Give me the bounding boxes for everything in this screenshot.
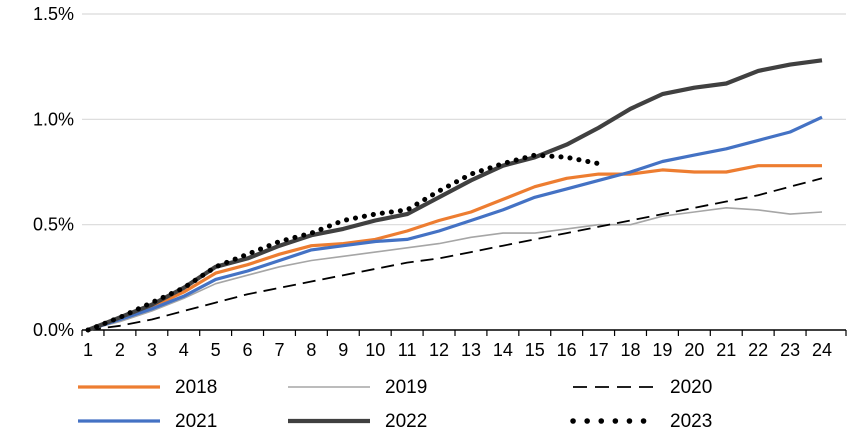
x-tick-label: 1 — [83, 340, 93, 360]
x-tick-label: 20 — [684, 340, 704, 360]
legend-item-2020: 2020 — [570, 372, 852, 402]
legend-item-2019: 2019 — [285, 372, 570, 402]
legend-swatch-2021 — [78, 419, 160, 423]
x-tick-label: 14 — [493, 340, 513, 360]
y-tick-label: 1.0% — [33, 109, 74, 129]
x-tick-label: 24 — [812, 340, 832, 360]
x-tick-label: 8 — [306, 340, 316, 360]
gridlines — [82, 13, 846, 226]
legend-swatch-2020 — [573, 386, 655, 388]
legend-swatch-2023 — [570, 418, 658, 424]
x-tick-label: 4 — [179, 340, 189, 360]
x-tick-label: 22 — [748, 340, 768, 360]
series-line-2020 — [87, 177, 823, 331]
x-tick-label: 6 — [243, 340, 253, 360]
legend-item-2022: 2022 — [285, 406, 570, 436]
x-tick-label: 23 — [780, 340, 800, 360]
series-line-2018 — [87, 164, 822, 332]
legend-item-2023: 2023 — [570, 406, 852, 436]
x-axis-labels: 1 2 3 4 5 6 7 8 9 10 11 12 13 14 15 16 17 18 19 20 21 22 23 24 — [83, 340, 832, 360]
x-tick-label: 18 — [621, 340, 641, 360]
x-tick-label: 3 — [147, 340, 157, 360]
legend-item-2021: 2021 — [0, 406, 285, 436]
legend-swatch-2018 — [78, 385, 160, 389]
series-line-2021 — [87, 115, 823, 332]
x-tick-label: 15 — [525, 340, 545, 360]
legend-label-2019: 2019 — [385, 376, 428, 398]
legend-label-2022: 2022 — [385, 410, 428, 432]
x-axis-ticks — [81, 330, 847, 336]
legend-label-2023: 2023 — [670, 410, 713, 432]
x-tick-label: 9 — [338, 340, 348, 360]
legend-label-2018: 2018 — [175, 376, 218, 398]
y-tick-label: 0.5% — [33, 215, 74, 235]
x-tick-label: 11 — [398, 340, 417, 360]
x-tick-label: 16 — [557, 340, 577, 360]
legend-label-2020: 2020 — [670, 376, 713, 398]
x-tick-label: 10 — [365, 340, 385, 360]
y-tick-label: 1.5% — [33, 4, 74, 24]
legend-swatch-2019 — [288, 386, 370, 388]
x-tick-label: 2 — [115, 340, 125, 360]
x-tick-label: 5 — [211, 340, 221, 360]
chart-legend: 2018 2019 2020 2021 2022 2023 — [0, 372, 852, 436]
x-tick-label: 12 — [429, 340, 449, 360]
x-tick-label: 17 — [589, 340, 609, 360]
series-line-2023 — [85, 152, 602, 333]
series-line-2019 — [87, 207, 823, 331]
line-chart: 0.0%0.5%1.0%1.5%1 2 3 4 5 6 7 8 9 10 11 12 13 14 15 16 1… — [33, 4, 847, 360]
legend-label-2021: 2021 — [175, 410, 218, 432]
legend-item-2018: 2018 — [0, 372, 285, 402]
y-axis-labels: 0.0% 0.5% 1.0% 1.5% — [33, 4, 74, 340]
x-tick-label: 19 — [652, 340, 672, 360]
x-tick-label: 21 — [716, 340, 736, 360]
y-tick-label: 0.0% — [33, 320, 74, 340]
legend-swatch-2022 — [288, 418, 370, 424]
x-tick-label: 7 — [274, 340, 284, 360]
x-tick-label: 13 — [461, 340, 481, 360]
